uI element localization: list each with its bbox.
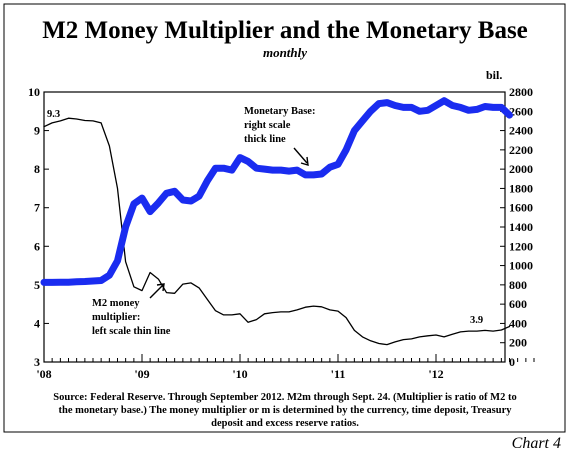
right-axis-tick-label: 1000 <box>509 259 533 273</box>
x-axis-tick-label: '11 <box>331 367 346 381</box>
right-axis-tick-label: 2600 <box>509 104 533 118</box>
left-axis-tick-label: 5 <box>34 278 40 292</box>
right-axis-tick-label: 2800 <box>509 85 533 99</box>
monetary-base-note-line-1: Monetary Base: <box>244 106 315 117</box>
right-axis-tick-label: 1800 <box>509 181 533 195</box>
right-axis-tick-label: 1200 <box>509 239 533 253</box>
source-note: Source: Federal Reserve. Through Septemb… <box>53 392 516 429</box>
multiplier-arrow <box>149 284 164 299</box>
annotations: 9.3 3.9 Monetary Base: right scale thick… <box>47 106 483 337</box>
money-multiplier-line <box>43 117 511 346</box>
end-value-label: 3.9 <box>470 315 483 326</box>
start-value-label: 9.3 <box>47 109 60 120</box>
chart-title: M2 Money Multiplier and the Monetary Bas… <box>42 17 528 44</box>
right-axis-tick-label: 1400 <box>509 220 533 234</box>
right-axis: 0 200 400 600 800 1000 1200 1400 1600 1800 2000 220… <box>500 85 533 369</box>
right-axis-tick-label: 2400 <box>509 124 533 138</box>
source-line-2: the monetary base.) The money multiplier… <box>58 405 512 416</box>
left-axis-tick-label: 6 <box>34 239 40 253</box>
outer-frame <box>3 3 566 433</box>
right-axis-tick-label: 2200 <box>509 143 533 157</box>
x-axis-tick-label: '10 <box>232 367 247 381</box>
monetary-base-line <box>40 97 513 286</box>
x-axis-tick-label: '12 <box>428 367 443 381</box>
x-axis: '08 '09 '10 '11 '12 <box>36 354 535 381</box>
x-axis-tick-label: '08 <box>36 367 51 381</box>
left-axis-tick-label: 8 <box>34 162 40 176</box>
source-line-1: Source: Federal Reserve. Through Septemb… <box>53 392 516 403</box>
right-axis-tick-label: 0 <box>509 355 515 369</box>
x-axis-tick-label: '09 <box>134 367 149 381</box>
source-line-3: deposit and excess reserve ratios. <box>211 418 359 429</box>
multiplier-note-line-2: multiplier: <box>92 312 140 323</box>
right-axis-tick-label: 400 <box>509 316 527 330</box>
chart-subtitle: monthly <box>263 45 307 60</box>
right-axis-tick-label: 1600 <box>509 201 533 215</box>
monetary-base-note-line-2: right scale <box>244 120 291 131</box>
multiplier-note-line-1: M2 money <box>92 298 140 309</box>
left-axis-tick-label: 7 <box>34 201 40 215</box>
left-axis-tick-label: 4 <box>34 316 40 330</box>
left-axis-tick-label: 3 <box>34 355 40 369</box>
monetary-base-arrow <box>293 147 308 164</box>
multiplier-arrowhead <box>156 283 165 292</box>
right-axis-tick-label: 600 <box>509 297 527 311</box>
multiplier-note-line-3: left scale thin line <box>92 326 171 337</box>
left-axis-tick-label: 9 <box>34 124 40 138</box>
right-axis-tick-label: 200 <box>509 336 527 350</box>
series-layer <box>40 97 513 346</box>
right-axis-tick-label: 800 <box>509 278 527 292</box>
left-axis: 3 4 5 6 7 8 9 10 <box>28 85 49 369</box>
right-axis-unit-label: bil. <box>486 68 502 82</box>
right-axis-tick-label: 2000 <box>509 162 533 176</box>
left-axis-tick-label: 10 <box>28 85 40 99</box>
monetary-base-arrowhead <box>300 156 309 166</box>
monetary-base-note-line-3: thick line <box>244 134 286 145</box>
chart-number-label: Chart 4 <box>512 435 561 452</box>
